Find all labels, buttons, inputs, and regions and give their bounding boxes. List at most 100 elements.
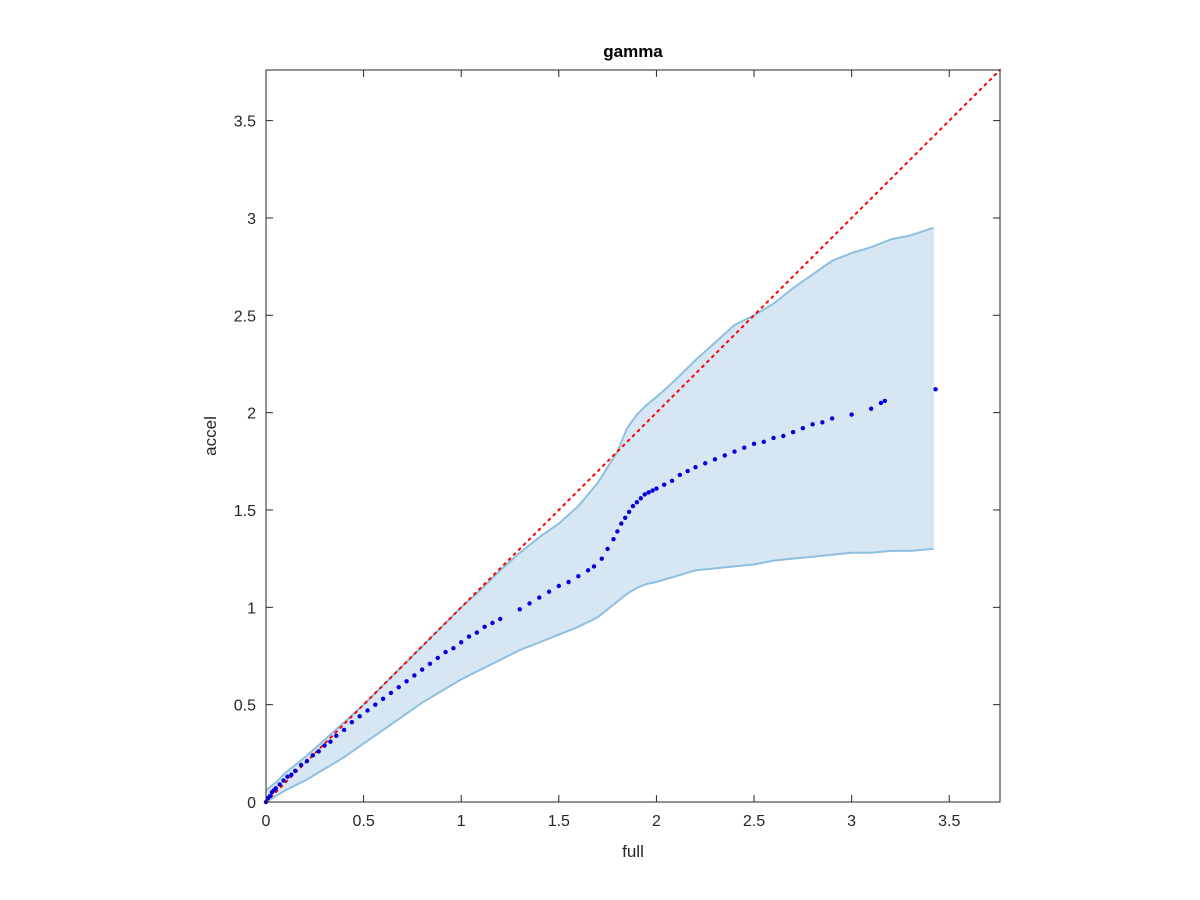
data-point [820,420,825,425]
data-point [298,762,304,768]
reference-line [265,69,1001,803]
data-point [732,449,737,454]
x-tick-label: 2 [652,813,661,830]
y-axis-label: accel [201,416,220,456]
data-point [310,753,316,758]
data-point [650,488,655,493]
data-point [365,708,370,713]
y-tick-label: 2.5 [234,308,256,325]
data-point [316,749,321,754]
x-tick-label: 1 [457,813,466,830]
data-point [849,412,854,417]
y-tick-label: 3 [247,211,256,228]
data-point [878,400,884,406]
data-points [263,387,938,805]
x-axis-label: full [622,842,644,861]
data-point [642,492,647,497]
data-point [790,429,796,435]
data-point [638,496,644,501]
y-tick-label: 3.5 [234,114,256,131]
data-point [619,521,624,526]
x-tick-label: 0.5 [352,813,374,830]
data-point [654,486,659,491]
data-point [322,743,327,748]
data-point [412,673,417,678]
data-point [357,714,362,719]
data-point [517,607,522,612]
data-point [459,640,464,645]
data-point [474,630,480,635]
data-point [304,758,310,764]
data-point [328,739,333,744]
data-point [341,727,347,733]
data-point [634,499,640,505]
y-tick-label: 0 [247,795,256,812]
data-point [427,661,433,666]
y-axis-ticks: 0 0.5 1 1.5 2 2.5 3 3.5 [234,114,1000,812]
data-point [435,655,440,661]
chart-title: gamma [603,42,663,61]
data-point [466,634,472,639]
data-point [626,509,632,515]
data-point [868,406,874,411]
data-point [404,679,409,684]
band-fill [266,227,934,802]
y-tick-label: 1 [247,600,256,617]
data-point [669,478,675,483]
data-point [537,595,542,600]
data-point [334,733,339,739]
data-point [273,786,278,791]
data-point [810,422,815,427]
data-point [693,464,698,470]
data-point [599,556,604,561]
data-point [677,472,683,478]
data-point [419,667,425,672]
data-point [546,589,552,594]
data-point [293,768,298,774]
data-point [761,439,766,445]
x-axis-ticks: 0 0.5 1 1.5 2 2.5 3 3.5 [262,70,960,830]
x-tick-label: 2.5 [743,813,765,830]
data-point [630,503,636,509]
x-tick-label: 0 [262,813,271,830]
data-point [566,579,571,585]
data-point [498,616,503,622]
x-tick-label: 1.5 [548,813,570,830]
data-point [781,433,786,439]
x-tick-label: 3 [847,813,856,830]
data-point [703,461,708,466]
axes-box [265,69,1001,803]
data-point [267,793,273,799]
data-point [800,426,806,431]
data-point [576,573,581,579]
data-point [662,482,667,487]
data-point [585,568,591,573]
data-point [622,515,628,520]
y-tick-label: 1.5 [234,503,256,520]
data-point [349,719,355,725]
data-point [451,646,456,651]
data-point [380,696,386,702]
y-tick-label: 2 [247,406,256,423]
data-point [882,398,888,404]
band-lower-edge [265,547,934,803]
y-tick-label: 0.5 [234,698,256,715]
data-point [771,435,776,441]
data-point [751,441,757,446]
data-point [443,649,448,655]
data-point [615,529,620,534]
data-point [482,624,487,629]
data-point [712,457,718,462]
data-point [281,778,286,783]
data-point [556,583,562,589]
data-point [829,416,835,421]
data-point [605,546,610,552]
data-point [722,453,727,458]
data-point [388,690,394,696]
data-point [490,620,495,626]
data-point [289,772,294,777]
data-point [591,564,597,569]
data-point [933,387,938,392]
data-point [396,684,401,690]
data-point [277,782,282,787]
